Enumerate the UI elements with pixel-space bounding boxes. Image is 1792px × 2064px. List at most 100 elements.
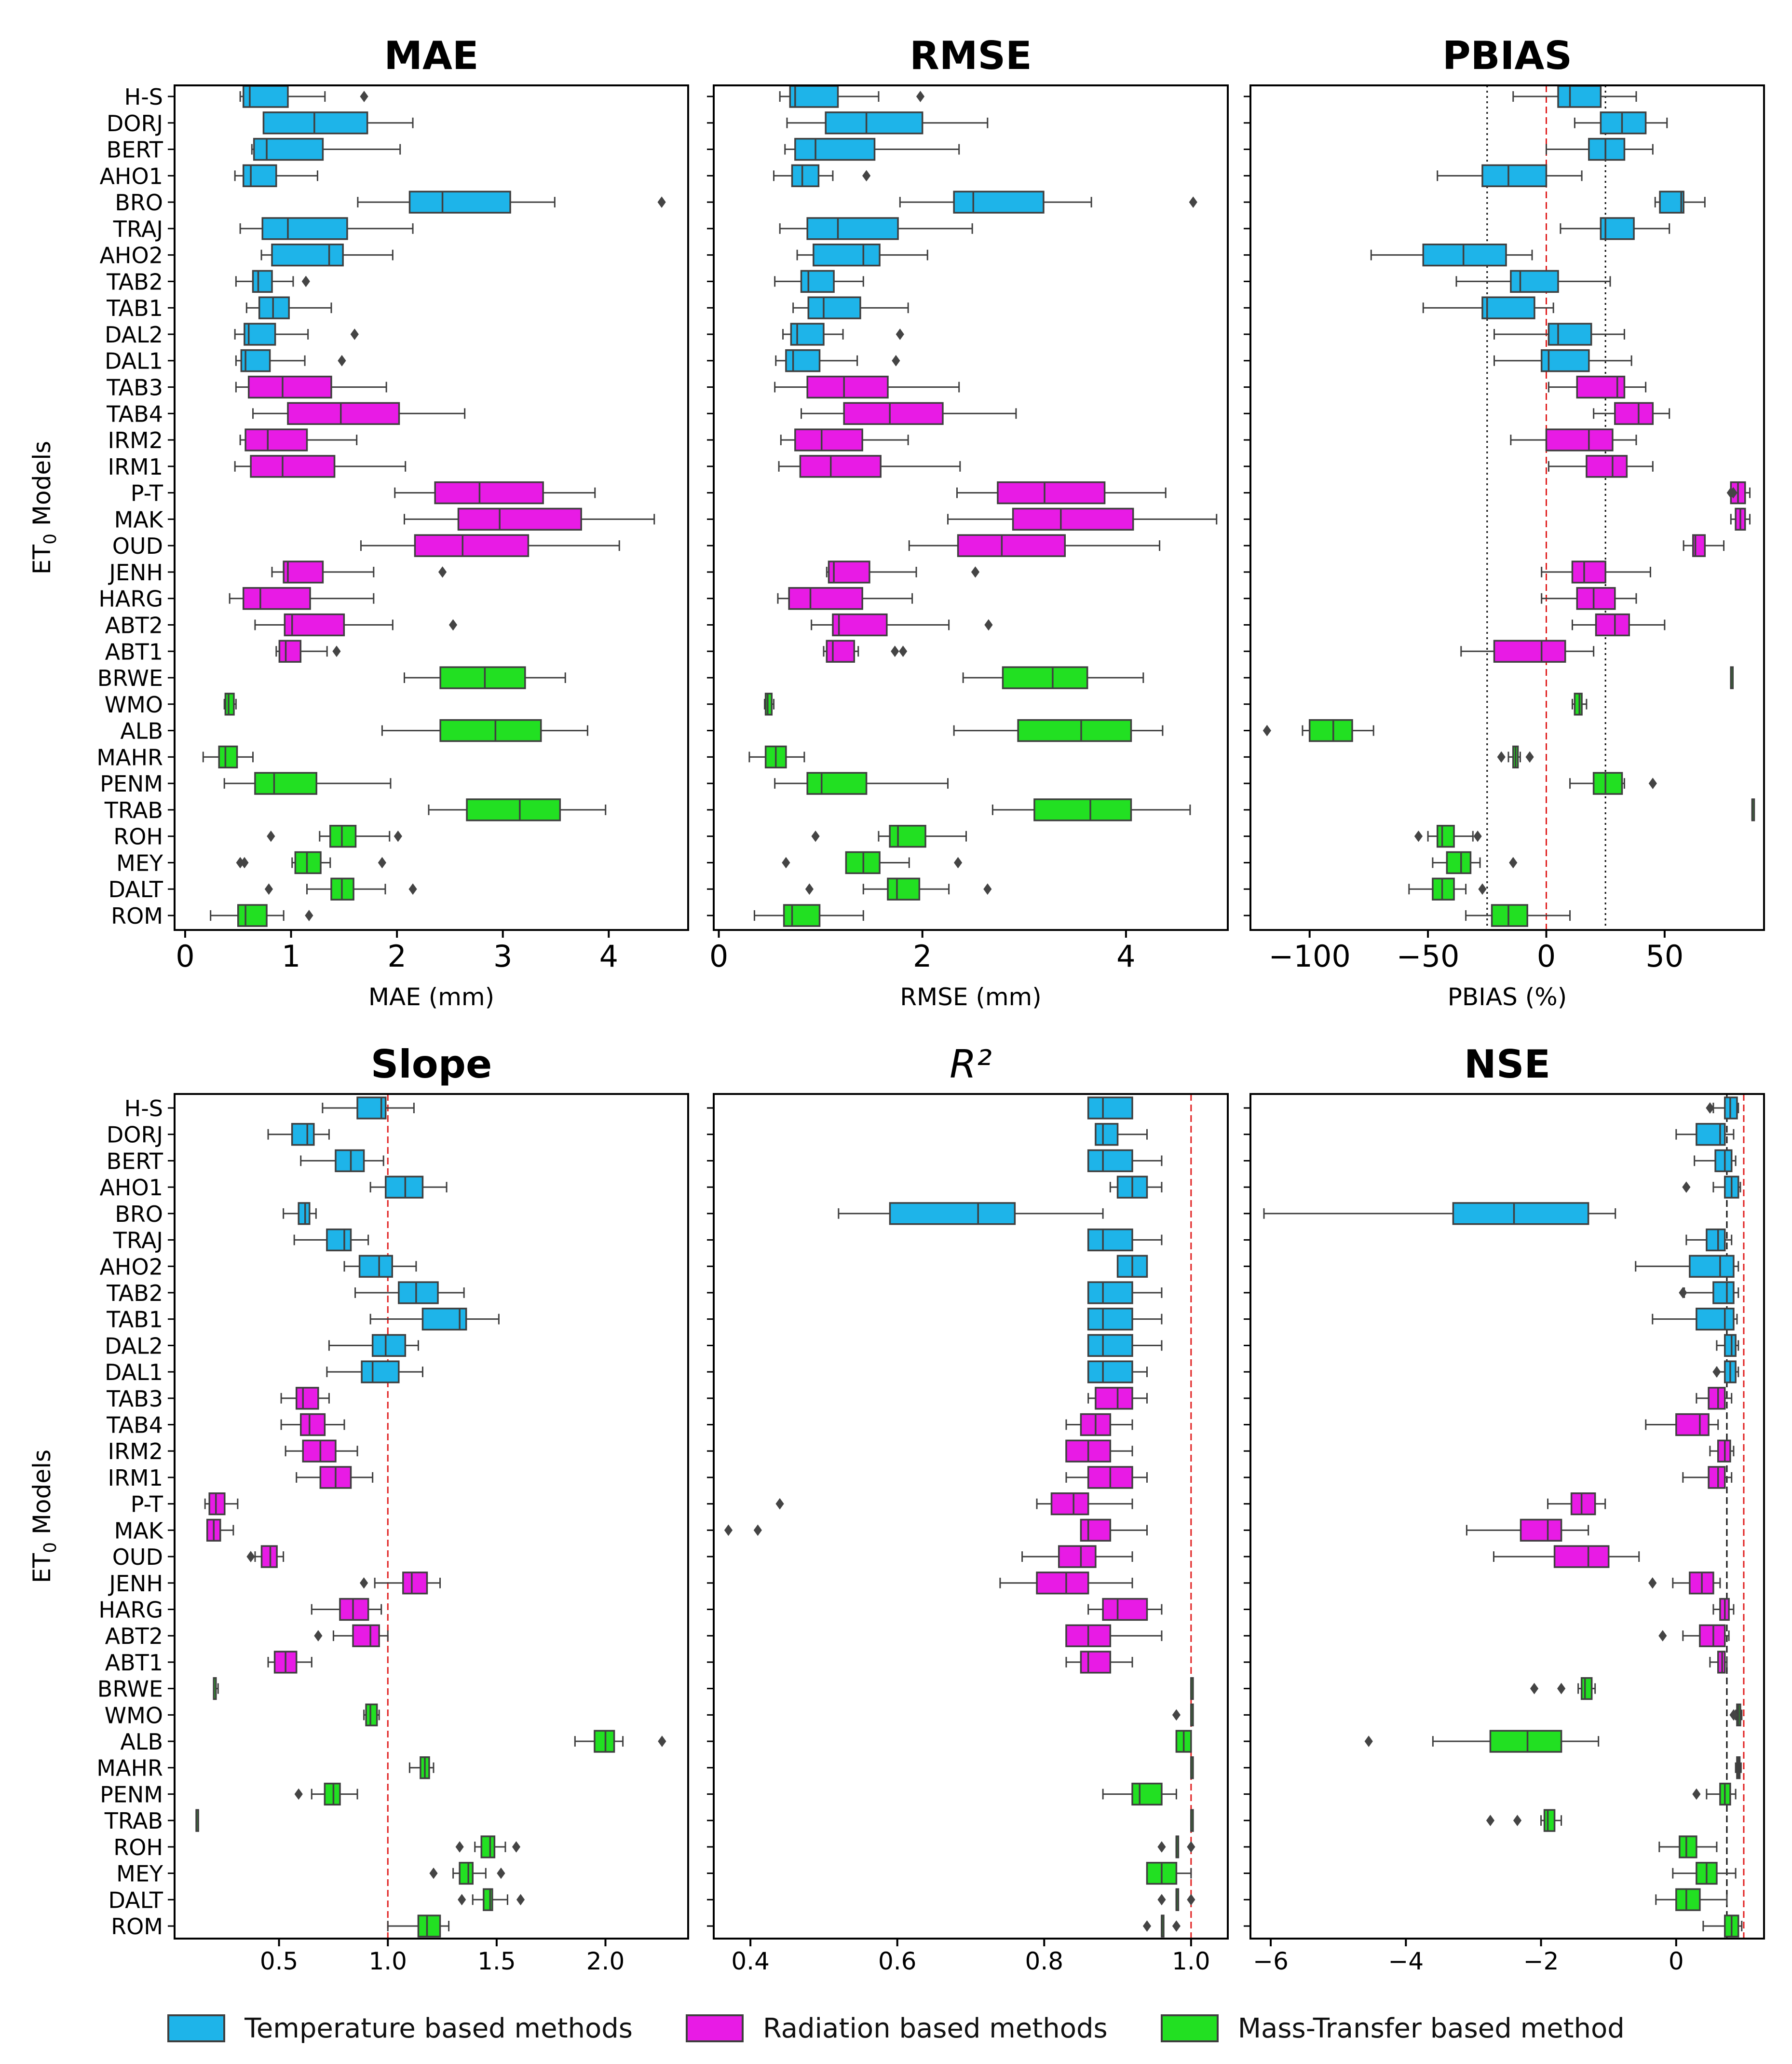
box-abt1 xyxy=(1493,640,1566,663)
box-alb xyxy=(594,1730,615,1753)
x-tick-label: 2 xyxy=(387,939,406,974)
legend-item-temperature: Temperature based methods xyxy=(167,2013,633,2044)
outlier-point xyxy=(1692,1788,1701,1800)
outlier-point xyxy=(438,566,447,578)
category-label: ALB xyxy=(120,1729,163,1755)
box-tab3 xyxy=(295,1387,319,1410)
legend-label-temperature: Temperature based methods xyxy=(244,2012,633,2044)
box-dorj xyxy=(291,1123,315,1146)
category-label: ALB xyxy=(120,718,163,744)
axes-frame-nse xyxy=(1249,1093,1765,1940)
box-jenh xyxy=(828,560,870,584)
outlier-point xyxy=(984,619,993,631)
box-aho2 xyxy=(271,243,344,267)
outlier-point xyxy=(1172,1920,1181,1932)
category-label: WMO xyxy=(105,1702,163,1728)
x-tick-label: 1 xyxy=(282,939,300,974)
box-dal2 xyxy=(1087,1334,1133,1357)
box-rom xyxy=(1491,904,1528,927)
outlier-point xyxy=(1509,857,1518,869)
outlier-point xyxy=(891,645,899,657)
box-dorj xyxy=(1600,111,1647,135)
y-axis-label-mae: ET0 Models xyxy=(28,441,60,574)
box-tab2 xyxy=(800,270,835,293)
category-label: WMO xyxy=(105,692,163,718)
category-label: BRWE xyxy=(97,665,163,691)
x-axis-label-pbias: PBIAS (%) xyxy=(1448,983,1567,1011)
outlier-point xyxy=(657,196,666,208)
category-label: P-T xyxy=(131,480,163,506)
box-irm1 xyxy=(1708,1466,1726,1489)
box-rom xyxy=(237,904,268,927)
box-rom xyxy=(417,1914,441,1938)
axes-frame-slope xyxy=(174,1093,689,1940)
box-traj xyxy=(326,1228,352,1252)
box-bro xyxy=(298,1202,311,1225)
box-bert xyxy=(1087,1149,1133,1173)
box-traj xyxy=(806,217,899,240)
x-tick-label: −6 xyxy=(1253,1947,1289,1975)
x-tick-label: 0.5 xyxy=(260,1947,299,1975)
box-penm xyxy=(1592,772,1623,795)
box-tab1 xyxy=(1087,1308,1133,1331)
category-label: DORJ xyxy=(107,110,163,137)
box-traj xyxy=(261,217,348,240)
category-label: BERT xyxy=(107,1148,163,1174)
category-label: ROM xyxy=(111,1914,163,1940)
category-label: DORJ xyxy=(107,1122,163,1148)
outlier-point xyxy=(1478,883,1487,895)
outlier-point xyxy=(775,1498,784,1510)
box-mey xyxy=(1446,851,1472,875)
box-wmo xyxy=(1574,693,1583,716)
box-oud xyxy=(1553,1545,1610,1568)
panel-r2: R² 0.4 0.6 0.8 1.0 xyxy=(707,1042,1229,1975)
legend-item-mass-transfer: Mass-Transfer based method xyxy=(1160,2013,1625,2044)
category-label: IRM2 xyxy=(108,1438,163,1464)
outlier-point xyxy=(1189,196,1197,208)
box-abt2 xyxy=(352,1624,380,1647)
category-label: DAL2 xyxy=(105,1333,163,1359)
category-label: DALT xyxy=(109,876,163,902)
category-label: TRAJ xyxy=(113,216,163,242)
axes-frame-mae xyxy=(174,84,689,931)
x-tick-label: −100 xyxy=(1269,939,1351,974)
legend-swatch-mass-transfer xyxy=(1160,2014,1219,2042)
outlier-point xyxy=(983,883,992,895)
category-label: HARG xyxy=(98,1597,163,1623)
box-harg xyxy=(1102,1598,1148,1621)
category-label: AHO1 xyxy=(99,1175,163,1201)
category-label: TAB2 xyxy=(106,1280,163,1306)
outlier-point xyxy=(1187,1841,1195,1853)
box-mey xyxy=(294,851,322,875)
panel-title-pbias: PBIAS xyxy=(1442,33,1572,78)
category-label: IRM1 xyxy=(108,454,163,480)
category-label: ROH xyxy=(113,824,163,850)
outlier-point xyxy=(1658,1630,1667,1642)
outlier-point xyxy=(658,1736,666,1747)
box-wmo xyxy=(764,693,773,716)
outlier-point xyxy=(1525,751,1534,763)
panel-nse: NSE −6 −4 −2 0 xyxy=(1244,1042,1765,1975)
category-label: TRAB xyxy=(104,1808,163,1834)
box-irm1 xyxy=(1586,455,1628,478)
outlier-point xyxy=(1557,1682,1566,1695)
x-tick-label: 0 xyxy=(176,939,194,974)
outlier-point xyxy=(1726,487,1735,499)
category-label: ABT2 xyxy=(105,612,163,638)
box-h-s xyxy=(1557,85,1602,108)
category-label: TAB3 xyxy=(106,1386,163,1412)
box-dalt xyxy=(1675,1888,1701,1911)
panel-title-nse: NSE xyxy=(1464,1042,1550,1087)
outlier-point xyxy=(899,645,908,657)
x-tick-label: −2 xyxy=(1523,1947,1559,1975)
category-label: H-S xyxy=(124,84,163,110)
category-label: MEY xyxy=(116,850,163,876)
outlier-point xyxy=(240,857,249,869)
box-tab4 xyxy=(843,402,944,425)
outlier-point xyxy=(350,328,359,340)
category-label: DAL1 xyxy=(105,1359,163,1385)
box-bro xyxy=(1452,1202,1589,1225)
box-oud xyxy=(957,534,1066,557)
box-roh xyxy=(480,1835,496,1859)
